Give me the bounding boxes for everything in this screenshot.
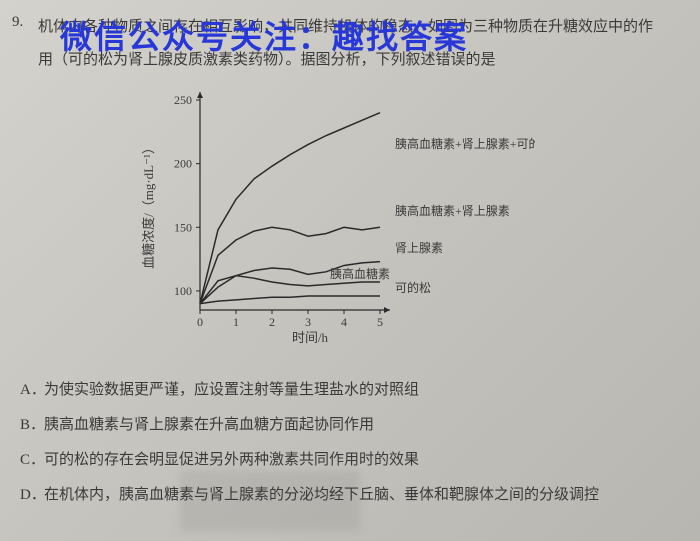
svg-text:血糖浓度/（mg·dL⁻¹）: 血糖浓度/（mg·dL⁻¹） xyxy=(141,141,156,269)
svg-text:0: 0 xyxy=(197,315,203,329)
option-letter-b: B． xyxy=(20,415,44,436)
svg-text:肾上腺素: 肾上腺素 xyxy=(395,241,443,255)
option-d: D．在机体内，胰高血糖素与肾上腺素的分泌均经下丘脑、垂体和靶腺体之间的分级调控 xyxy=(20,485,680,506)
svg-text:时间/h: 时间/h xyxy=(292,330,329,345)
svg-text:4: 4 xyxy=(341,315,347,329)
option-text-d: 在机体内，胰高血糖素与肾上腺素的分泌均经下丘脑、垂体和靶腺体之间的分级调控 xyxy=(44,487,599,503)
option-text-c: 可的松的存在会明显促进另外两种激素共同作用时的效果 xyxy=(44,452,419,468)
answer-options: A．为使实验数据更严谨，应设置注射等量生理盐水的对照组 B．胰高血糖素与肾上腺素… xyxy=(20,380,680,520)
svg-text:150: 150 xyxy=(174,220,192,234)
svg-text:胰高血糖素+肾上腺素+可的松: 胰高血糖素+肾上腺素+可的松 xyxy=(395,136,535,151)
svg-text:3: 3 xyxy=(305,315,311,329)
option-c: C．可的松的存在会明显促进另外两种激素共同作用时的效果 xyxy=(20,450,680,471)
svg-text:100: 100 xyxy=(174,284,192,298)
svg-text:250: 250 xyxy=(174,93,192,107)
exam-paper: 微信公众号关注：趣找答案 9. 机体内各种物质之间存在相互影响，共同维持机体的稳… xyxy=(0,0,700,541)
option-letter-a: A． xyxy=(20,380,44,401)
watermark-text: 微信公众号关注：趣找答案 xyxy=(60,12,468,58)
line-chart: 100 150 200 250 0 1 2 3 4 5 时间/h 血糖浓度/（mg·dL⁻¹） 胰高血糖… xyxy=(135,80,535,350)
option-letter-d: D． xyxy=(20,485,44,506)
option-b: B．胰高血糖素与肾上腺素在升高血糖方面起协同作用 xyxy=(20,415,680,436)
svg-text:胰高血糖素+肾上腺素: 胰高血糖素+肾上腺素 xyxy=(395,203,510,218)
option-text-a: 为使实验数据更严谨，应设置注射等量生理盐水的对照组 xyxy=(44,382,419,398)
svg-text:5: 5 xyxy=(377,315,383,329)
option-text-b: 胰高血糖素与肾上腺素在升高血糖方面起协同作用 xyxy=(44,417,374,433)
chart-svg: 100 150 200 250 0 1 2 3 4 5 时间/h 血糖浓度/（mg·dL⁻¹） 胰高血糖… xyxy=(135,80,535,350)
option-a: A．为使实验数据更严谨，应设置注射等量生理盐水的对照组 xyxy=(20,380,680,401)
svg-text:200: 200 xyxy=(174,157,192,171)
svg-text:2: 2 xyxy=(269,315,275,329)
option-letter-c: C． xyxy=(20,450,44,471)
svg-text:可的松: 可的松 xyxy=(395,280,431,295)
svg-text:1: 1 xyxy=(233,315,239,329)
question-number: 9. xyxy=(12,14,23,31)
svg-text:胰高血糖素: 胰高血糖素 xyxy=(330,266,390,281)
